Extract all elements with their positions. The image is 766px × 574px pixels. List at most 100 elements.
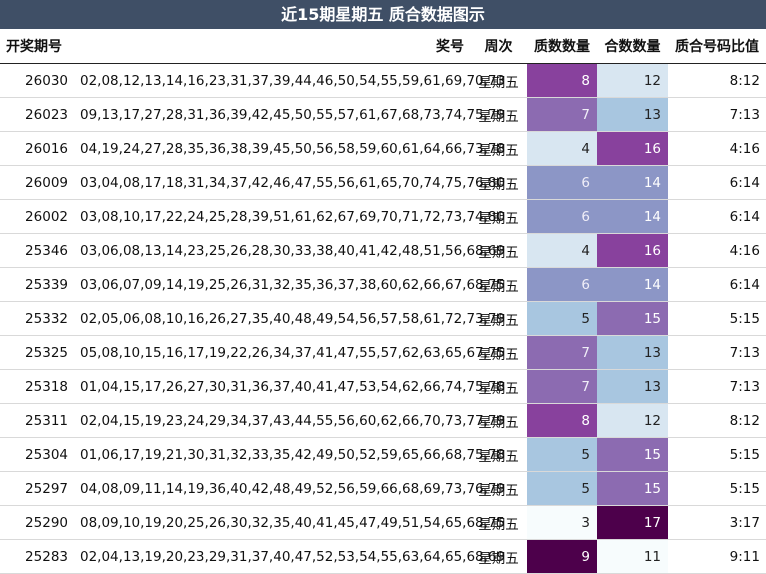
table-row: 25339 03,06,07,09,14,19,25,26,31,32,35,36… bbox=[0, 267, 766, 302]
weekday-cell: 星期五 bbox=[470, 267, 527, 302]
table-row: 25325 05,08,10,15,16,17,19,22,26,34,37,41… bbox=[0, 335, 766, 370]
table-title: 近15期星期五 质合数据图示 bbox=[0, 0, 766, 29]
numbers-cell: 05,08,10,15,16,17,19,22,26,34,37,41,47,5… bbox=[74, 335, 505, 370]
table-row: 25297 04,08,09,11,14,19,36,40,42,48,49,52… bbox=[0, 471, 766, 506]
prime-composite-table: 开奖期号 奖号 周次 质数数量 合数数量 质合号码比值 26030 02,08,1… bbox=[0, 29, 766, 574]
weekday-cell: 星期五 bbox=[470, 369, 527, 404]
numbers-cell: 01,06,17,19,21,30,31,32,33,35,42,49,50,5… bbox=[74, 437, 505, 472]
header-prime: 质数数量 bbox=[527, 29, 597, 64]
numbers-cell: 01,04,15,17,26,27,30,31,36,37,40,41,47,5… bbox=[74, 369, 505, 404]
composite-count-cell: 12 bbox=[597, 403, 668, 438]
table-row: 26002 03,08,10,17,22,24,25,28,39,51,61,62… bbox=[0, 199, 766, 234]
table-row: 25290 08,09,10,19,20,25,26,30,32,35,40,41… bbox=[0, 505, 766, 540]
numbers-cell: 04,19,24,27,28,35,36,38,39,45,50,56,58,5… bbox=[74, 131, 505, 166]
weekday-cell: 星期五 bbox=[470, 505, 527, 540]
ratio-cell: 6:14 bbox=[668, 267, 766, 302]
issue-cell: 26030 bbox=[0, 63, 74, 98]
numbers-cell: 02,08,12,13,14,16,23,31,37,39,44,46,50,5… bbox=[74, 63, 505, 98]
ratio-cell: 8:12 bbox=[668, 63, 766, 98]
header-weekday: 周次 bbox=[470, 29, 527, 64]
header-ratio: 质合号码比值 bbox=[668, 29, 766, 64]
issue-cell: 25346 bbox=[0, 233, 74, 268]
numbers-cell: 02,05,06,08,10,16,26,27,35,40,48,49,54,5… bbox=[74, 301, 505, 336]
weekday-cell: 星期五 bbox=[470, 131, 527, 166]
prime-count-cell: 3 bbox=[527, 505, 597, 540]
composite-count-cell: 17 bbox=[597, 505, 668, 540]
weekday-cell: 星期五 bbox=[470, 97, 527, 132]
issue-cell: 25332 bbox=[0, 301, 74, 336]
prime-count-cell: 7 bbox=[527, 369, 597, 404]
header-numbers: 奖号 bbox=[74, 29, 470, 64]
header-composite: 合数数量 bbox=[597, 29, 668, 64]
ratio-cell: 3:17 bbox=[668, 505, 766, 540]
ratio-cell: 7:13 bbox=[668, 335, 766, 370]
composite-count-cell: 11 bbox=[597, 539, 668, 574]
table-row: 25304 01,06,17,19,21,30,31,32,33,35,42,49… bbox=[0, 437, 766, 472]
weekday-cell: 星期五 bbox=[470, 63, 527, 98]
prime-count-cell: 5 bbox=[527, 471, 597, 506]
numbers-cell: 02,04,13,19,20,23,29,31,37,40,47,52,53,5… bbox=[74, 539, 505, 574]
weekday-cell: 星期五 bbox=[470, 199, 527, 234]
table-row: 26030 02,08,12,13,14,16,23,31,37,39,44,46… bbox=[0, 63, 766, 98]
table-row: 25346 03,06,08,13,14,23,25,26,28,30,33,38… bbox=[0, 233, 766, 268]
header-issue: 开奖期号 bbox=[0, 29, 74, 64]
weekday-cell: 星期五 bbox=[470, 301, 527, 336]
ratio-cell: 5:15 bbox=[668, 437, 766, 472]
prime-count-cell: 7 bbox=[527, 97, 597, 132]
ratio-cell: 4:16 bbox=[668, 131, 766, 166]
prime-count-cell: 7 bbox=[527, 335, 597, 370]
composite-count-cell: 16 bbox=[597, 233, 668, 268]
ratio-cell: 6:14 bbox=[668, 165, 766, 200]
composite-count-cell: 12 bbox=[597, 63, 668, 98]
table-row: 26016 04,19,24,27,28,35,36,38,39,45,50,56… bbox=[0, 131, 766, 166]
issue-cell: 25339 bbox=[0, 267, 74, 302]
table-row: 25332 02,05,06,08,10,16,26,27,35,40,48,49… bbox=[0, 301, 766, 336]
weekday-cell: 星期五 bbox=[470, 165, 527, 200]
issue-cell: 25297 bbox=[0, 471, 74, 506]
composite-count-cell: 14 bbox=[597, 199, 668, 234]
numbers-cell: 03,08,10,17,22,24,25,28,39,51,61,62,67,6… bbox=[74, 199, 505, 234]
numbers-cell: 04,08,09,11,14,19,36,40,42,48,49,52,56,5… bbox=[74, 471, 505, 506]
ratio-cell: 5:15 bbox=[668, 471, 766, 506]
prime-count-cell: 9 bbox=[527, 539, 597, 574]
numbers-cell: 03,06,07,09,14,19,25,26,31,32,35,36,37,3… bbox=[74, 267, 505, 302]
issue-cell: 26016 bbox=[0, 131, 74, 166]
table-row: 26009 03,04,08,17,18,31,34,37,42,46,47,55… bbox=[0, 165, 766, 200]
issue-cell: 26009 bbox=[0, 165, 74, 200]
numbers-cell: 03,06,08,13,14,23,25,26,28,30,33,38,40,4… bbox=[74, 233, 505, 268]
ratio-cell: 7:13 bbox=[668, 97, 766, 132]
weekday-cell: 星期五 bbox=[470, 335, 527, 370]
ratio-cell: 5:15 bbox=[668, 301, 766, 336]
composite-count-cell: 13 bbox=[597, 369, 668, 404]
header-row: 开奖期号 奖号 周次 质数数量 合数数量 质合号码比值 bbox=[0, 29, 766, 64]
issue-cell: 25290 bbox=[0, 505, 74, 540]
prime-count-cell: 5 bbox=[527, 301, 597, 336]
table-row: 25318 01,04,15,17,26,27,30,31,36,37,40,41… bbox=[0, 369, 766, 404]
weekday-cell: 星期五 bbox=[470, 539, 527, 574]
prime-count-cell: 4 bbox=[527, 131, 597, 166]
table-row: 26023 09,13,17,27,28,31,36,39,42,45,50,55… bbox=[0, 97, 766, 132]
issue-cell: 25283 bbox=[0, 539, 74, 574]
weekday-cell: 星期五 bbox=[470, 403, 527, 438]
issue-cell: 26002 bbox=[0, 199, 74, 234]
weekday-cell: 星期五 bbox=[470, 471, 527, 506]
composite-count-cell: 13 bbox=[597, 335, 668, 370]
table-row: 25283 02,04,13,19,20,23,29,31,37,40,47,52… bbox=[0, 539, 766, 574]
ratio-cell: 9:11 bbox=[668, 539, 766, 574]
composite-count-cell: 15 bbox=[597, 437, 668, 472]
composite-count-cell: 15 bbox=[597, 301, 668, 336]
table-row: 25311 02,04,15,19,23,24,29,34,37,43,44,55… bbox=[0, 403, 766, 438]
weekday-cell: 星期五 bbox=[470, 233, 527, 268]
composite-count-cell: 16 bbox=[597, 131, 668, 166]
numbers-cell: 08,09,10,19,20,25,26,30,32,35,40,41,45,4… bbox=[74, 505, 505, 540]
prime-count-cell: 8 bbox=[527, 403, 597, 438]
numbers-cell: 02,04,15,19,23,24,29,34,37,43,44,55,56,6… bbox=[74, 403, 505, 438]
prime-count-cell: 8 bbox=[527, 63, 597, 98]
prime-count-cell: 6 bbox=[527, 165, 597, 200]
ratio-cell: 7:13 bbox=[668, 369, 766, 404]
ratio-cell: 8:12 bbox=[668, 403, 766, 438]
composite-count-cell: 13 bbox=[597, 97, 668, 132]
weekday-cell: 星期五 bbox=[470, 437, 527, 472]
prime-count-cell: 5 bbox=[527, 437, 597, 472]
issue-cell: 26023 bbox=[0, 97, 74, 132]
